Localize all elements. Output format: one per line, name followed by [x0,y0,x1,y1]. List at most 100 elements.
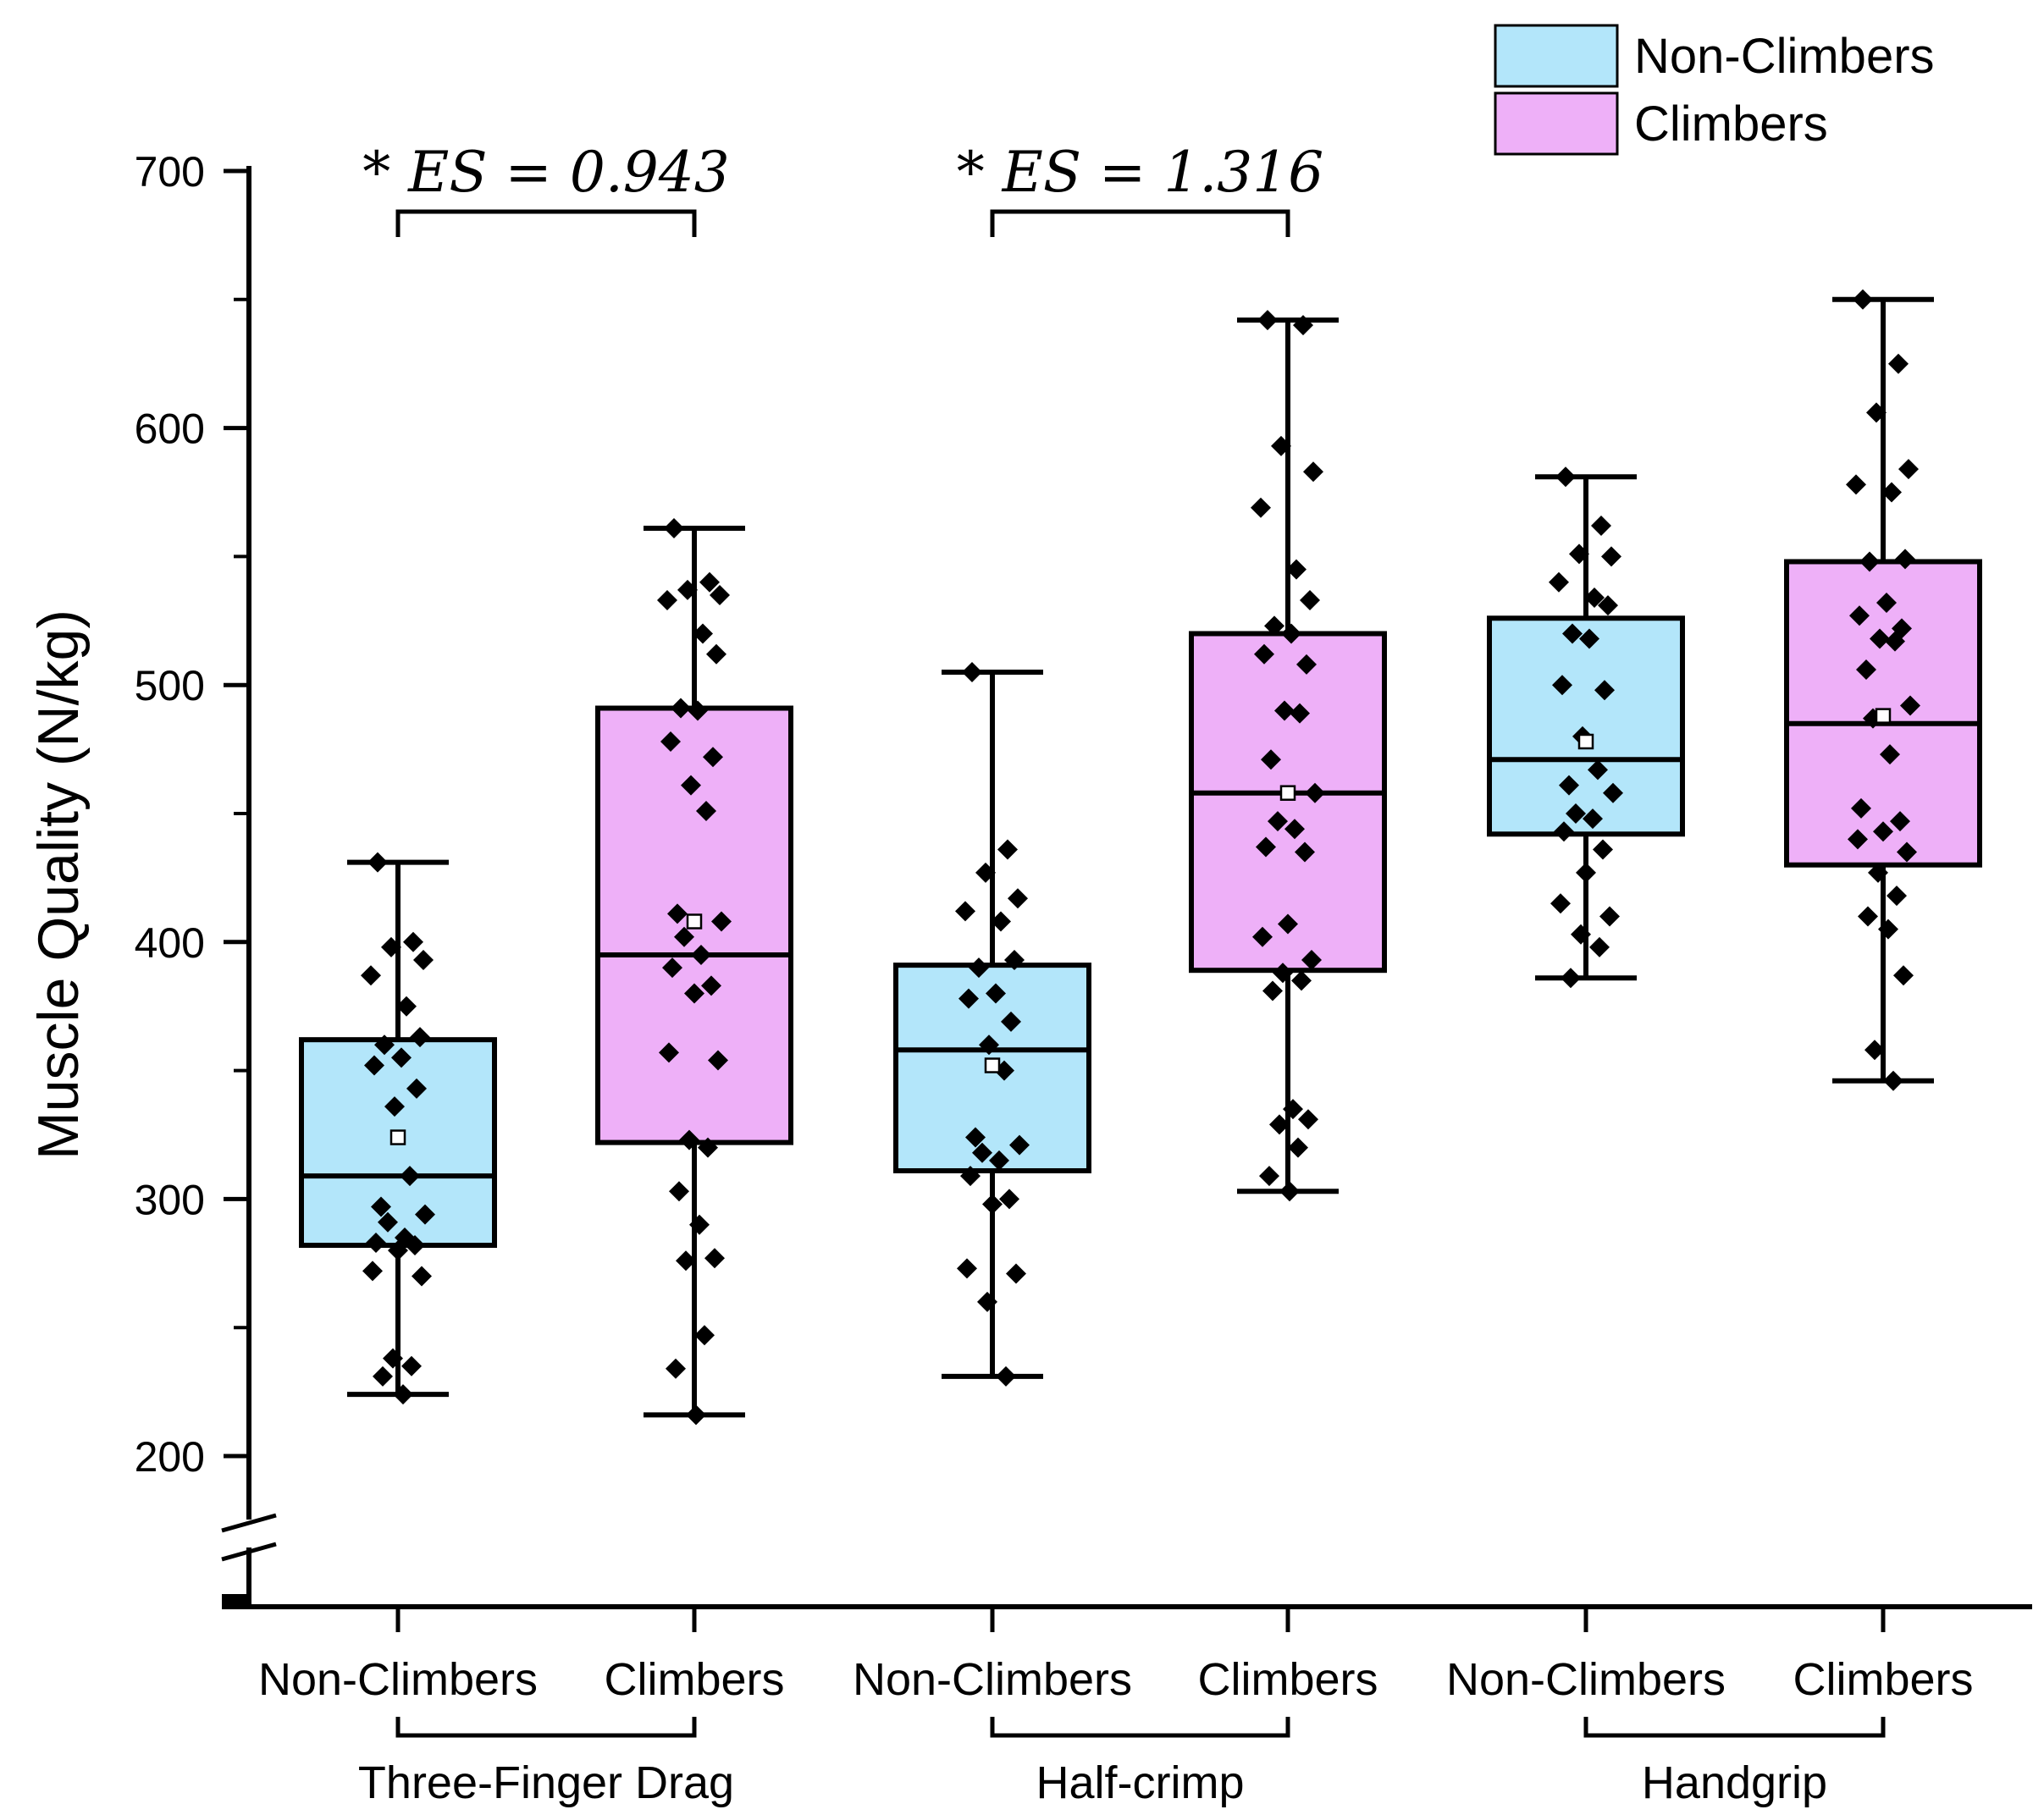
data-point [1883,1070,1903,1091]
data-point [1880,744,1900,765]
y-axis-title: Muscle Quality (N/kg) [26,610,91,1160]
data-point [1284,819,1305,840]
data-point [698,1137,718,1158]
data-point [681,775,701,796]
iqr-box [1189,631,1387,974]
data-point [694,1325,715,1346]
data-point [989,1150,1009,1171]
mean-marker [1875,708,1892,724]
data-point [405,1235,425,1256]
data-point [373,1365,393,1387]
data-point [659,1042,679,1063]
data-point [996,1365,1016,1387]
data-point [1295,841,1315,863]
data-point [693,623,713,644]
data-point [689,1214,710,1235]
data-point [1291,970,1312,991]
data-point [1251,497,1271,518]
box-climbers [1189,310,1387,1202]
data-point [997,839,1018,860]
data-point [1268,811,1288,832]
data-point [711,911,732,932]
box-climbers [595,518,793,1426]
data-point [669,1181,689,1202]
data-point [388,1240,408,1261]
data-point [1271,435,1291,456]
data-point [991,911,1011,932]
data-point [378,1211,398,1233]
data-point [1591,515,1611,536]
data-point [679,1129,699,1150]
data-point [691,944,711,965]
data-point [1594,680,1615,701]
legend-swatch [1494,24,1619,88]
data-point [1273,963,1293,984]
data-point [1293,315,1313,336]
data-point [412,1266,432,1287]
boxes [299,289,1982,1426]
data-point [1288,1137,1308,1158]
data-point [393,1384,413,1405]
group-bracket [395,1717,697,1738]
data-point [1853,289,1873,310]
data-point [1004,950,1025,971]
data-point [371,1196,391,1217]
data-point [1261,749,1281,770]
data-point [1290,703,1310,724]
data-point [699,571,720,593]
data-point [1554,821,1574,842]
data-point [1601,546,1621,567]
data-point [667,903,688,924]
significance-brackets: * ES = 0.943 * ES = 1.316 [362,140,1323,237]
data-point [1257,310,1278,331]
data-point [1868,862,1888,883]
data-point [957,1258,977,1279]
data-point [415,1204,435,1225]
data-point [1890,811,1910,832]
data-point [958,988,979,1009]
data-point [710,584,730,605]
data-point [1846,474,1866,495]
iqr-box [1487,615,1685,837]
data-point [1006,1263,1026,1284]
data-point [403,931,423,952]
legend-label: Non-Climbers [1634,29,1935,84]
data-point [1870,628,1890,649]
data-point [384,1096,405,1117]
data-point [362,1261,383,1282]
x-category-label: Climbers [1197,1654,1378,1705]
data-point [986,983,1006,1004]
mean-marker [686,913,703,930]
x-category-label: Climbers [1793,1654,1973,1705]
data-point [706,643,726,665]
data-point [401,1355,422,1376]
data-point [1252,926,1273,947]
data-point [1864,1040,1885,1061]
data-point [975,862,996,883]
mean-marker [1577,733,1594,750]
mean-marker [389,1129,406,1145]
data-point [1281,623,1301,644]
data-point [1552,675,1572,696]
data-point [1278,913,1298,935]
data-point [1256,836,1276,858]
y-tick-label: 600 [135,405,205,453]
data-point [660,731,681,752]
data-point [999,1189,1019,1210]
significance-bracket [395,209,697,237]
data-point [1561,968,1581,989]
data-point [1588,759,1608,781]
group-label: Handgrip [1642,1757,1827,1808]
data-point [1897,841,1917,863]
data-point [1858,906,1878,927]
data-point [1274,700,1295,721]
x-category-label: Climbers [604,1654,784,1705]
data-point [977,1291,997,1312]
box-non_climbers [1487,466,1685,989]
data-point [1851,797,1871,819]
data-point [1008,888,1028,909]
effect-size-label: * ES = 1.316 [957,140,1324,205]
data-point [1603,782,1623,803]
data-point [1259,1166,1279,1187]
